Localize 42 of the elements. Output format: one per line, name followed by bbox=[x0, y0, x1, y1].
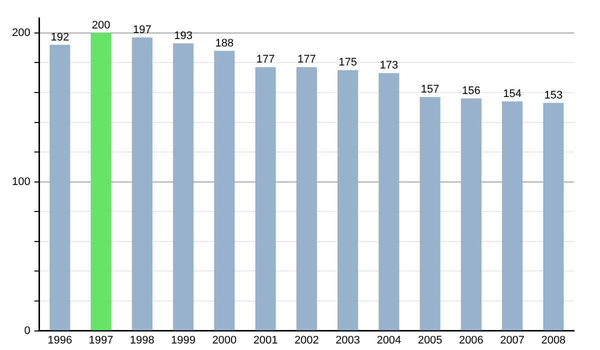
data-label: 192 bbox=[50, 31, 70, 44]
x-tick-label: 2003 bbox=[336, 334, 360, 346]
x-tick-label: 2005 bbox=[418, 334, 442, 346]
bar bbox=[90, 32, 112, 330]
bar bbox=[132, 37, 152, 330]
bar bbox=[296, 67, 317, 330]
x-tick-label: 2006 bbox=[458, 334, 484, 346]
x-tick-label: 2008 bbox=[541, 334, 566, 346]
data-label: 173 bbox=[380, 60, 398, 72]
data-label: 156 bbox=[462, 84, 480, 97]
bar bbox=[543, 102, 564, 330]
bar bbox=[338, 70, 358, 330]
x-tick-label: 2004 bbox=[376, 334, 402, 346]
data-label: 153 bbox=[544, 89, 563, 102]
data-label: 197 bbox=[132, 24, 152, 36]
data-label: 188 bbox=[215, 37, 234, 50]
x-tick-label: 2001 bbox=[253, 334, 278, 346]
bar bbox=[420, 96, 440, 330]
data-label: 177 bbox=[256, 54, 275, 66]
bar bbox=[173, 43, 194, 330]
y-tick-label: 100 bbox=[12, 176, 30, 188]
x-tick-label: 2007 bbox=[500, 334, 525, 346]
x-tick-label: 1996 bbox=[48, 334, 72, 346]
bar bbox=[255, 67, 276, 330]
bar bbox=[460, 98, 482, 330]
data-label: 177 bbox=[297, 54, 316, 66]
y-tick-label: 200 bbox=[12, 26, 30, 39]
x-tick-label: 2002 bbox=[294, 334, 319, 346]
x-tick-label: 1997 bbox=[88, 334, 114, 346]
data-label: 154 bbox=[503, 88, 522, 100]
data-label: 200 bbox=[92, 19, 110, 32]
data-label: 175 bbox=[338, 56, 357, 69]
data-label: 157 bbox=[420, 83, 440, 96]
bar bbox=[214, 50, 235, 330]
y-tick-label: 0 bbox=[24, 324, 30, 337]
bar bbox=[502, 101, 523, 330]
data-label: 193 bbox=[174, 30, 192, 42]
x-tick-label: 1999 bbox=[171, 334, 196, 346]
bar bbox=[50, 44, 70, 330]
x-tick-label: 1998 bbox=[130, 334, 154, 346]
bar bbox=[378, 73, 400, 330]
x-tick-label: 2000 bbox=[212, 334, 237, 346]
